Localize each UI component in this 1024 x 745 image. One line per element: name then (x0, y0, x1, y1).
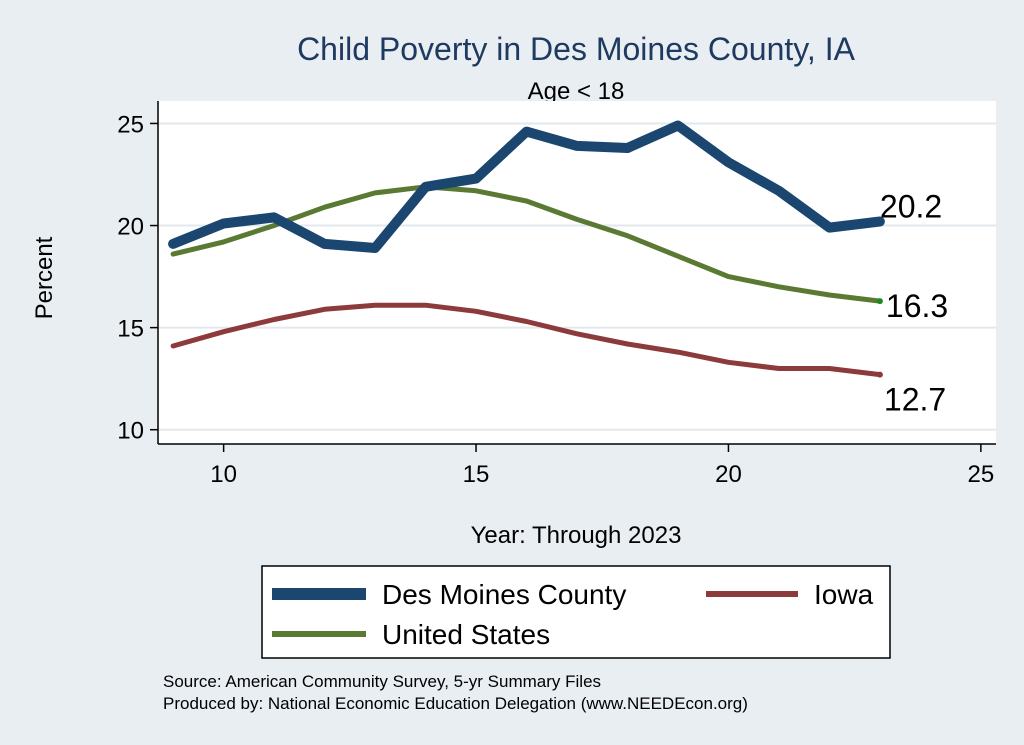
series-line-united-states (170, 184, 883, 304)
legend: Des Moines County Iowa United States (261, 565, 891, 659)
x-axis-label: Year: Through 2023 (471, 522, 682, 549)
source-note: Source: American Community Survey, 5-yr … (163, 672, 601, 691)
series-group (168, 120, 885, 378)
end-point-united-states (876, 298, 883, 305)
plot-area (158, 101, 996, 444)
x-tick-label-15: 15 (463, 461, 490, 488)
y-tick-label-15: 15 (117, 316, 144, 343)
end-point-iowa (876, 371, 883, 378)
y-tick-label-25: 25 (117, 111, 144, 138)
x-tick-label-25: 25 (968, 461, 995, 488)
chart-subtitle: Age < 18 (528, 78, 625, 105)
end-labels: 20.2 16.3 12.7 (880, 188, 948, 417)
legend-label-des-moines-county: Des Moines County (382, 579, 626, 610)
end-label-united-states: 16.3 (886, 288, 948, 324)
y-tick-label-20: 20 (117, 214, 144, 241)
y-tick-label-10: 10 (117, 418, 144, 445)
end-label-des-moines-county: 20.2 (880, 188, 942, 224)
legend-label-iowa: Iowa (814, 579, 874, 610)
producer-note: Produced by: National Economic Education… (163, 694, 748, 713)
x-tick-label-20: 20 (715, 461, 742, 488)
x-tick-label-10: 10 (210, 461, 237, 488)
legend-label-united-states: United States (382, 619, 550, 650)
series-line-iowa (170, 302, 883, 378)
end-point-des-moines-county (876, 218, 883, 225)
series-line-des-moines-county (168, 120, 885, 253)
legend-box (261, 565, 891, 659)
y-axis-label: Percent (31, 236, 58, 319)
end-label-iowa: 12.7 (884, 382, 946, 418)
axes: 10 15 20 25 10 15 20 25 (117, 101, 996, 488)
chart-title: Child Poverty in Des Moines County, IA (297, 31, 856, 67)
